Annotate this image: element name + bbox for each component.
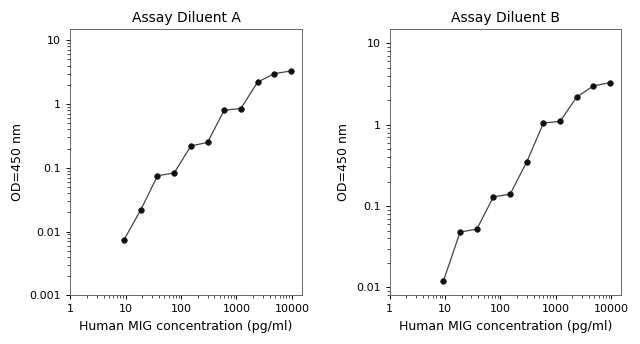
Y-axis label: OD=450 nm: OD=450 nm: [11, 123, 24, 201]
Title: Assay Diluent A: Assay Diluent A: [132, 11, 241, 25]
X-axis label: Human MIG concentration (pg/ml): Human MIG concentration (pg/ml): [399, 320, 612, 333]
Y-axis label: OD=450 nm: OD=450 nm: [337, 123, 350, 201]
Title: Assay Diluent B: Assay Diluent B: [451, 11, 560, 25]
X-axis label: Human MIG concentration (pg/ml): Human MIG concentration (pg/ml): [79, 320, 292, 333]
